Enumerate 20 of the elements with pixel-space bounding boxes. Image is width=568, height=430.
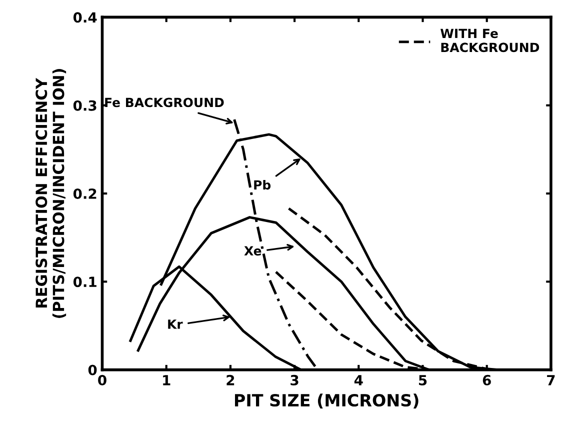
y-axis-title: REGISTRATION EFFICIENCY (PITS/MICRON/INCIDENT ION) (36, 69, 66, 318)
y-tick-label: 0 (88, 364, 97, 376)
x-tick-label: 5 (418, 375, 427, 386)
legend-label: WITH Fe BACKGROUND (440, 28, 540, 52)
x-axis-title: PIT SIZE (MICRONS) (234, 394, 418, 409)
y-tick-label: 0.4 (73, 12, 97, 23)
y-tick-label: 0.1 (73, 276, 96, 288)
y-tick-label: 0.3 (73, 100, 96, 111)
annotation: Fe BACKGROUND (105, 98, 224, 108)
x-tick-label: 3 (290, 374, 298, 386)
y-tick-label: 0.2 (73, 188, 96, 199)
x-tick-label: 6 (482, 374, 491, 386)
annotation: Kr (168, 320, 183, 329)
x-tick-label: 4 (354, 375, 363, 386)
x-tick-label: 1 (163, 375, 170, 386)
x-tick-label: 0 (98, 374, 106, 386)
annotation: Pb (254, 180, 271, 190)
x-tick-label: 2 (226, 374, 234, 386)
x-tick-label: 7 (547, 375, 555, 386)
annotation: Xe (244, 246, 262, 256)
